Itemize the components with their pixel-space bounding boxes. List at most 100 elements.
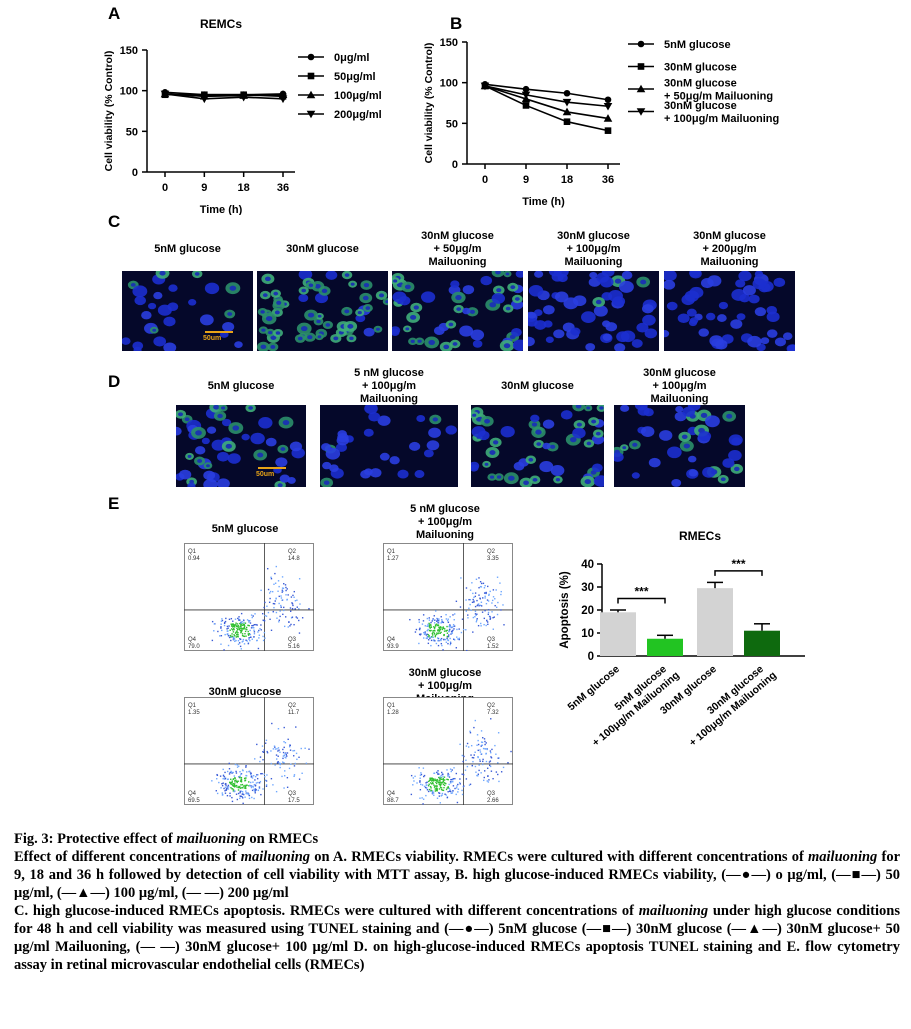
scale-bar bbox=[258, 467, 286, 469]
panel-d-micrograph: 50um bbox=[176, 405, 306, 487]
chart-e-y-tick-label: 40 bbox=[581, 559, 594, 571]
micrograph-cells bbox=[320, 405, 457, 487]
chart-b-x-label: Time (h) bbox=[522, 196, 565, 208]
panel-c-label: 30nM glucose + 100μg/m Mailuoning bbox=[557, 230, 630, 268]
panel-c-label: 5nM glucose bbox=[154, 243, 221, 255]
chart-a-legend-label: 0μg/ml bbox=[334, 52, 369, 64]
chart-a-viability: REMCs 0 50 100 150 0 9 18 36 Time (h) Cell viabili… bbox=[103, 17, 382, 215]
panel-c-micrograph bbox=[257, 271, 388, 351]
micrograph-cells bbox=[528, 271, 658, 351]
panel-c-micrograph bbox=[528, 271, 659, 351]
panel-c-label: 30nM glucose bbox=[286, 243, 359, 255]
chart-b-legend-marker bbox=[637, 40, 645, 48]
panel-d-label: 5nM glucose bbox=[207, 380, 275, 392]
flow-plot-quadrant-value: 0.94 bbox=[188, 556, 200, 562]
panel-label-d: D bbox=[108, 372, 121, 391]
chart-e-y-tick-label: 20 bbox=[581, 605, 594, 617]
chart-a-data-point bbox=[160, 90, 170, 99]
panel-c-micrograph: 50um bbox=[122, 271, 253, 351]
flow-plot-quadrant-value: 3.35 bbox=[487, 556, 499, 562]
chart-e-significance-bracket bbox=[714, 570, 763, 576]
chart-a-x-tick-label: 9 bbox=[201, 182, 207, 194]
chart-b-legend-marker bbox=[637, 63, 645, 70]
chart-b-legend-label: 30nM glucose + 50μg/m Mailuoning bbox=[664, 78, 773, 103]
flow-plot-label: 30nM glucose bbox=[208, 686, 282, 698]
chart-b-data-point bbox=[604, 96, 612, 104]
chart-b-series-line bbox=[484, 85, 609, 120]
flow-plot-quadrant-value: 88.7 bbox=[387, 798, 399, 804]
flow-plot-quadrant-name: Q3 bbox=[487, 791, 496, 797]
flow-plot-quadrant-name: Q1 bbox=[387, 549, 396, 555]
flow-plot-quadrant-value: 1.35 bbox=[188, 710, 200, 716]
micrograph-cells bbox=[122, 271, 243, 351]
chart-b-legend-label: 5nM glucose bbox=[664, 39, 731, 51]
chart-e-significance-label: *** bbox=[731, 557, 745, 571]
chart-b-data-point bbox=[563, 89, 571, 97]
chart-e-title: RMECs bbox=[679, 529, 721, 543]
chart-b-y-tick-label: 0 bbox=[452, 159, 458, 171]
figure-caption: Fig. 3: Protective effect of mailuoning … bbox=[14, 830, 900, 974]
caption-title: Fig. 3: Protective effect of mailuoning … bbox=[14, 831, 319, 847]
chart-b-data-point bbox=[563, 118, 571, 126]
panel-c-micrograph bbox=[664, 271, 795, 351]
chart-a-legend-marker bbox=[307, 72, 315, 80]
chart-a-series-line bbox=[164, 93, 284, 98]
chart-a-legend-marker bbox=[307, 53, 315, 61]
chart-a-x-tick-label: 0 bbox=[162, 182, 168, 194]
chart-b-data-point bbox=[522, 85, 530, 93]
micrograph-cells bbox=[471, 405, 604, 487]
chart-a-y-label: Cell viability (% Control) bbox=[103, 51, 115, 172]
flow-plot-quadrant-name: Q2 bbox=[288, 549, 297, 555]
flow-plot-quadrant-name: Q2 bbox=[487, 703, 496, 709]
chart-a-data-point bbox=[239, 93, 248, 102]
chart-e-bar bbox=[600, 612, 636, 656]
chart-e-y-label: Apoptosis (%) bbox=[559, 571, 571, 648]
micrograph-cells bbox=[614, 405, 744, 487]
chart-b-y-tick-label: 100 bbox=[440, 78, 458, 90]
chart-b-legend-label: 30nM glucose + 100μg/m Mailuoning bbox=[664, 100, 779, 125]
chart-a-legend-marker bbox=[306, 110, 316, 119]
chart-a-legend-marker bbox=[306, 90, 316, 99]
chart-b-series-line bbox=[484, 85, 609, 108]
chart-a-legend-label: 50μg/ml bbox=[334, 71, 376, 83]
panel-d-micrograph bbox=[471, 405, 604, 487]
chart-b-data-point bbox=[604, 127, 612, 134]
chart-a-title: REMCs bbox=[200, 17, 242, 31]
chart-e-y-tick-label: 30 bbox=[581, 582, 594, 594]
flow-plot-quadrant-value: 1.27 bbox=[387, 556, 399, 562]
scale-bar-label: 50um bbox=[256, 471, 275, 478]
chart-a-x-tick-label: 18 bbox=[238, 182, 250, 194]
chart-b-y-tick-label: 150 bbox=[440, 37, 458, 49]
chart-b-y-tick-label: 50 bbox=[446, 118, 458, 130]
micrograph-cells bbox=[392, 271, 523, 351]
caption-paragraph-2: C. high glucose-induced RMECs apoptosis.… bbox=[14, 903, 900, 973]
micrograph-cells bbox=[257, 271, 388, 351]
flow-plot-quadrant-value: 1.28 bbox=[387, 710, 399, 716]
chart-b-glucose-viability: REMCs 0 50 100 150 0 9 18 36 Time (h) Cell viabili… bbox=[423, 22, 779, 208]
chart-a-data-point bbox=[200, 95, 209, 104]
chart-e-significance-bracket bbox=[617, 597, 666, 604]
flow-plot-quadrant-name: Q4 bbox=[387, 637, 396, 643]
chart-e-x-tick-label: 30nM glucose+ 100μg/m Mailuoning bbox=[679, 659, 779, 749]
chart-a-series-line bbox=[164, 93, 284, 100]
panel-d-label: 30nM glucose bbox=[501, 380, 574, 392]
chart-a-legend-label: 100μg/ml bbox=[334, 90, 382, 102]
flow-plot-quadrant-value: 7.32 bbox=[487, 710, 499, 716]
chart-b-legend-marker bbox=[636, 84, 646, 93]
chart-a-x-label: Time (h) bbox=[200, 204, 243, 215]
flow-plot-quadrant-name: Q3 bbox=[288, 637, 297, 643]
flow-plot-quadrant-name: Q1 bbox=[188, 703, 197, 709]
chart-a-y-tick-label: 50 bbox=[126, 126, 138, 138]
panel-d-micrograph bbox=[614, 405, 745, 487]
flow-plot-quadrant-value: 69.5 bbox=[188, 798, 200, 804]
flow-plot-frame bbox=[184, 697, 314, 805]
flow-plot-quadrant-name: Q2 bbox=[487, 549, 496, 555]
chart-b-data-point bbox=[521, 91, 531, 100]
flow-plot-quadrant-value: 79.0 bbox=[188, 644, 200, 650]
chart-b-data-point bbox=[603, 114, 613, 122]
chart-b-legend-label: 30nM glucose bbox=[664, 62, 737, 74]
chart-a-x-tick-label: 36 bbox=[277, 182, 289, 194]
